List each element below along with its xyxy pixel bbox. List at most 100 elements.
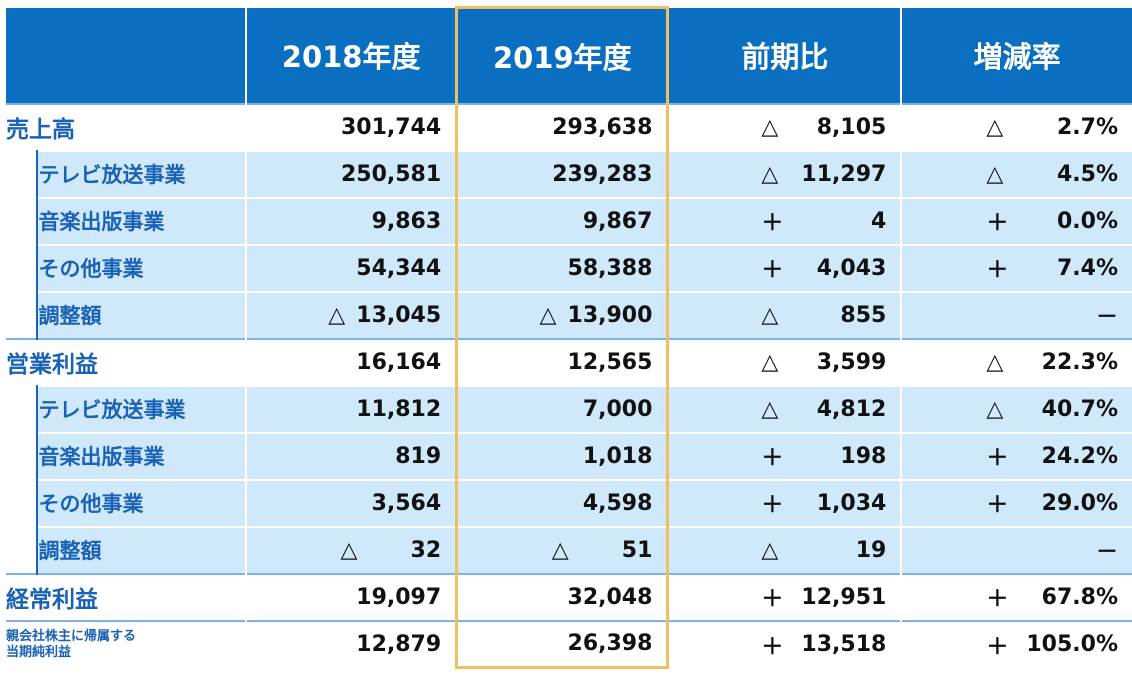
value-text: 855: [840, 302, 887, 328]
table-row: その他事業 54,344 58,388 ＋ 4,043 ＋ 7.4%: [6, 243, 1132, 292]
value-text: 301,744: [340, 114, 442, 140]
table-row: 経常利益 19,097 32,048 ＋ 12,951 ＋ 67.8%: [6, 572, 1132, 621]
table-row: 営業利益 16,164 12,565 △ 3,599 △ 22.3%: [6, 337, 1132, 386]
header-yoy: 前期比: [666, 7, 902, 104]
cell-yoy: △ 19: [666, 525, 902, 574]
cell-2019: 58,388: [455, 243, 670, 292]
value-text: 51: [621, 537, 653, 563]
value-text: 0.0%: [1056, 208, 1118, 234]
cell-2018: 9,863: [245, 196, 457, 245]
table-row: その他事業 3,564 4,598 ＋ 1,034 ＋ 29.0%: [6, 478, 1132, 527]
cell-yoy: △ 3,599: [666, 337, 902, 386]
row-label: テレビ放送事業: [37, 384, 247, 433]
row-indent: [6, 150, 39, 198]
sign-symbol: ＋: [986, 587, 1009, 612]
sign-symbol: △: [761, 302, 779, 328]
sign-symbol: △: [986, 396, 1004, 422]
row-label: 音楽出版事業: [37, 196, 247, 245]
sign-symbol: ＋: [761, 211, 784, 236]
header-2018: 2018年度: [245, 7, 457, 104]
cell-rate: ＋ 24.2%: [900, 431, 1132, 480]
row-indent: [6, 244, 39, 292]
row-label: その他事業: [37, 243, 247, 292]
row-indent: [6, 526, 39, 574]
row-indent: [6, 197, 39, 245]
value-text: 1,034: [816, 490, 887, 516]
value-text: 13,518: [801, 632, 887, 657]
value-text: 4,598: [582, 490, 653, 516]
row-label: その他事業: [37, 478, 247, 527]
value-text: 198: [840, 443, 887, 469]
cell-yoy: △ 11,297: [666, 149, 902, 198]
sign-symbol: △: [340, 537, 358, 563]
value-text: 67.8%: [1041, 584, 1118, 610]
header-row: 2018年度 2019年度 前期比 増減率: [6, 6, 1132, 104]
cell-2019: 239,283: [455, 149, 670, 198]
value-text: 12,879: [356, 632, 442, 657]
cell-yoy: ＋ 4,043: [666, 243, 902, 292]
cell-2018: △ 32: [245, 525, 457, 574]
table-row: 調整額 △ 32 △ 51 △ 19 －: [6, 525, 1132, 574]
cell-yoy: ＋ 198: [666, 431, 902, 480]
cell-yoy: △ 4,812: [666, 384, 902, 433]
row-label: 売上高: [6, 102, 247, 151]
cell-2018: 11,812: [245, 384, 457, 433]
value-text: 250,581: [340, 161, 442, 187]
value-text: 7,000: [582, 396, 653, 422]
cell-2018: △ 13,045: [245, 290, 457, 339]
value-text: 7.4%: [1056, 255, 1118, 281]
value-text: 2.7%: [1056, 114, 1118, 140]
row-label: 営業利益: [6, 337, 247, 386]
value-text: 9,867: [582, 208, 653, 234]
row-label: 調整額: [37, 290, 247, 339]
row-label: 経常利益: [6, 572, 247, 621]
header-2019: 2019年度: [455, 6, 670, 104]
value-text: 12,951: [801, 584, 887, 610]
value-text: 54,344: [356, 255, 442, 281]
value-text: 9,863: [371, 208, 442, 234]
cell-yoy: ＋ 1,034: [666, 478, 902, 527]
cell-2019: 7,000: [455, 384, 670, 433]
value-text: 11,812: [356, 396, 442, 422]
value-text: 19,097: [356, 584, 442, 610]
cell-rate: △ 40.7%: [900, 384, 1132, 433]
cell-yoy: △ 8,105: [666, 102, 902, 151]
row-label: 調整額: [37, 525, 247, 574]
cell-yoy: △ 855: [666, 290, 902, 339]
value-text: 1,018: [582, 443, 653, 469]
cell-2018: 54,344: [245, 243, 457, 292]
value-text: 22.3%: [1041, 349, 1118, 375]
sign-symbol: ＋: [986, 493, 1009, 518]
cell-rate: ＋ 7.4%: [900, 243, 1132, 292]
sign-symbol: ＋: [761, 587, 784, 612]
sign-symbol: △: [761, 537, 779, 563]
sign-symbol: △: [539, 302, 557, 328]
row-indent: [6, 385, 39, 433]
cell-yoy: ＋ 12,951: [666, 572, 902, 621]
table-row: テレビ放送事業 250,581 239,283 △ 11,297 △ 4.5%: [6, 149, 1132, 198]
value-text: 239,283: [552, 161, 653, 187]
value-text: 32: [410, 537, 442, 563]
cell-rate: ＋ 0.0%: [900, 196, 1132, 245]
sign-symbol: △: [761, 349, 779, 375]
value-text: 4.5%: [1056, 161, 1118, 187]
row-label: 音楽出版事業: [37, 431, 247, 480]
value-text: 8,105: [816, 114, 887, 140]
cell-2018: 12,879: [245, 619, 457, 668]
row-indent: [6, 291, 39, 339]
value-text: 819: [395, 443, 442, 469]
value-text: 16,164: [356, 349, 442, 375]
value-text: 13,045: [356, 302, 442, 328]
table-row: 音楽出版事業 819 1,018 ＋ 198 ＋ 24.2%: [6, 431, 1132, 480]
sign-symbol: △: [761, 396, 779, 422]
value-text: 11,297: [801, 161, 887, 187]
sign-symbol: △: [986, 161, 1004, 187]
value-text: 105.0%: [1026, 632, 1118, 657]
sign-symbol: △: [761, 114, 779, 140]
cell-2019: 4,598: [455, 478, 670, 527]
sign-symbol: △: [986, 349, 1004, 375]
row-label: テレビ放送事業: [37, 149, 247, 198]
table-row: 売上高 301,744 293,638 △ 8,105 △ 2.7%: [6, 102, 1132, 151]
cell-rate: △ 2.7%: [900, 102, 1132, 151]
value-text: 29.0%: [1041, 490, 1118, 516]
